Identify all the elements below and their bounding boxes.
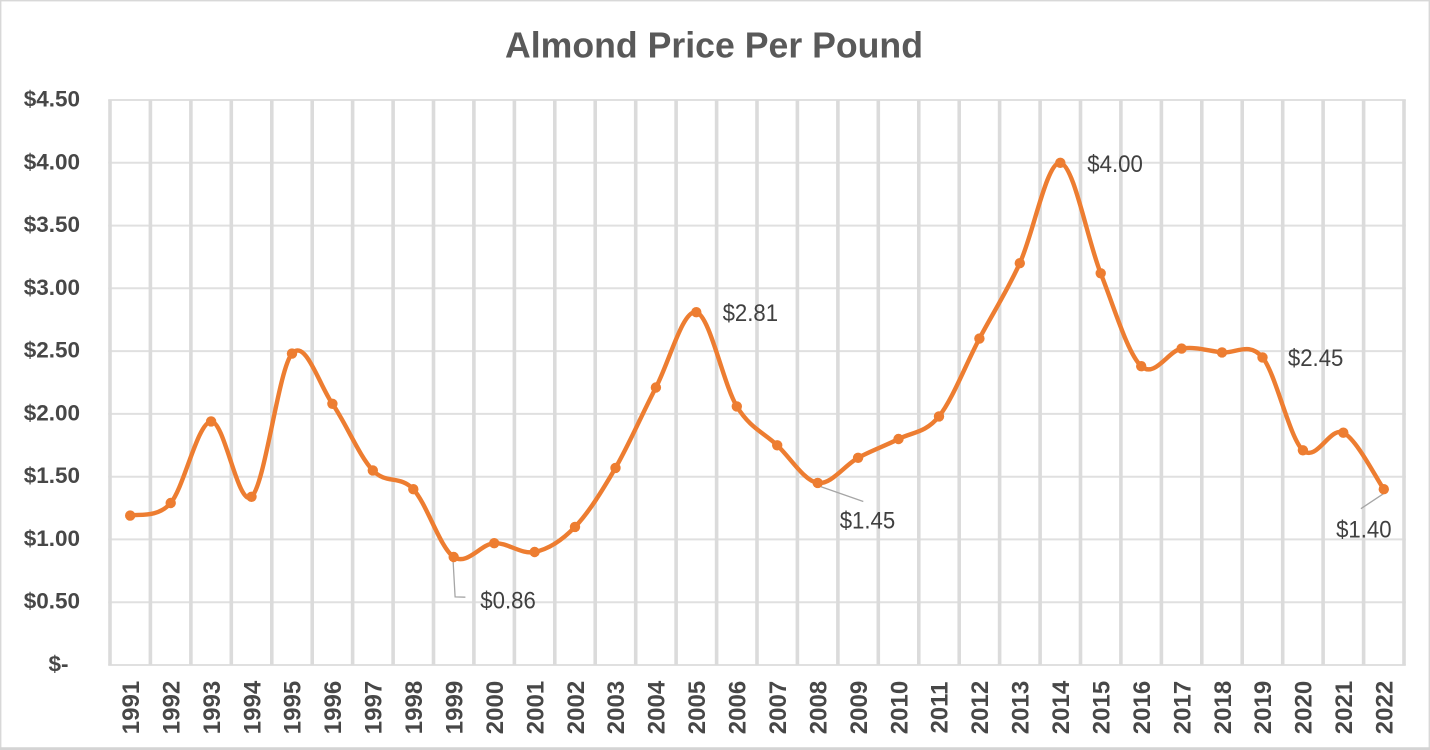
- svg-text:2014: 2014: [1048, 680, 1075, 734]
- svg-text:$2.50: $2.50: [24, 338, 80, 363]
- svg-text:Almond Price Per Pound: Almond Price Per Pound: [505, 25, 923, 66]
- svg-text:2015: 2015: [1089, 681, 1116, 734]
- svg-text:2017: 2017: [1169, 681, 1196, 734]
- svg-text:1999: 1999: [442, 681, 469, 734]
- svg-text:2016: 2016: [1129, 681, 1156, 734]
- svg-text:2011: 2011: [927, 681, 954, 733]
- svg-text:$1.00: $1.00: [24, 526, 80, 551]
- svg-text:2022: 2022: [1372, 681, 1399, 734]
- svg-text:2020: 2020: [1291, 681, 1318, 734]
- svg-text:2004: 2004: [644, 680, 671, 734]
- svg-text:1991: 1991: [118, 681, 145, 734]
- svg-text:$3.00: $3.00: [24, 275, 80, 300]
- svg-text:1992: 1992: [158, 681, 185, 734]
- svg-text:$2.45: $2.45: [1288, 345, 1344, 372]
- svg-text:2001: 2001: [522, 681, 549, 734]
- svg-text:$2.00: $2.00: [24, 400, 80, 425]
- svg-text:1995: 1995: [280, 681, 307, 734]
- svg-text:2007: 2007: [765, 681, 792, 734]
- svg-text:2019: 2019: [1250, 681, 1277, 734]
- svg-text:$0.86: $0.86: [480, 587, 536, 614]
- svg-text:$4.00: $4.00: [24, 149, 80, 174]
- svg-text:1997: 1997: [361, 681, 388, 734]
- svg-text:1998: 1998: [401, 681, 428, 734]
- svg-text:$1.40: $1.40: [1336, 517, 1392, 544]
- svg-text:2010: 2010: [886, 681, 913, 734]
- svg-text:1996: 1996: [320, 681, 347, 734]
- svg-text:2003: 2003: [603, 681, 630, 734]
- svg-text:$-: $-: [48, 652, 68, 677]
- svg-text:$4.00: $4.00: [1087, 151, 1143, 178]
- svg-text:$1.50: $1.50: [24, 463, 80, 488]
- svg-text:2013: 2013: [1008, 681, 1035, 734]
- svg-text:2002: 2002: [563, 681, 590, 734]
- svg-text:2018: 2018: [1210, 681, 1237, 734]
- svg-text:2012: 2012: [967, 681, 994, 734]
- svg-text:1993: 1993: [199, 681, 226, 734]
- svg-text:1994: 1994: [239, 680, 266, 734]
- svg-text:2005: 2005: [684, 681, 711, 734]
- svg-text:$3.50: $3.50: [24, 212, 80, 237]
- svg-text:2008: 2008: [805, 681, 832, 734]
- svg-text:2000: 2000: [482, 681, 509, 734]
- svg-text:$2.81: $2.81: [723, 300, 779, 327]
- svg-text:2006: 2006: [725, 681, 752, 734]
- svg-text:2009: 2009: [846, 681, 873, 734]
- svg-text:$0.50: $0.50: [24, 589, 80, 614]
- svg-text:$4.50: $4.50: [24, 87, 80, 112]
- svg-text:$1.45: $1.45: [840, 508, 896, 535]
- svg-text:2021: 2021: [1331, 681, 1358, 734]
